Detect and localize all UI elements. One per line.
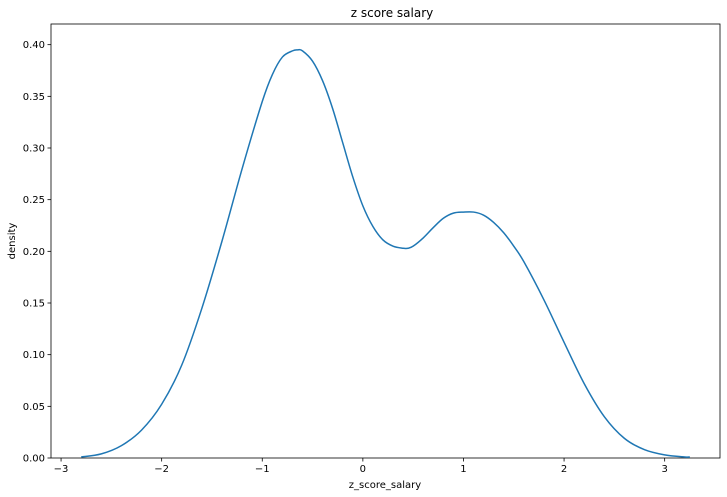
y-tick-label: 0.05 [23,402,45,413]
x-axis: −3 −2 −1 0 1 2 3 [54,458,668,475]
y-axis-label: density [7,223,18,260]
y-tick-label: 0.35 [23,92,45,103]
x-tick-label: 0 [360,464,366,475]
x-axis-label: z_score_salary [349,480,421,491]
chart-title: z score salary [351,6,434,20]
x-tick-label: −3 [54,464,69,475]
y-tick-label: 0.20 [23,247,45,258]
y-tick-label: 0.30 [23,144,45,155]
y-tick-label: 0.10 [23,350,45,361]
x-tick-label: 1 [460,464,466,475]
x-tick-label: −1 [255,464,270,475]
y-tick-label: 0.15 [23,299,45,310]
y-tick-label: 0.00 [23,454,45,465]
x-tick-label: 2 [561,464,567,475]
density-curve [81,48,690,458]
y-tick-label: 0.25 [23,195,45,206]
y-tick-label: 0.40 [23,40,45,51]
x-tick-label: 3 [661,464,667,475]
plot-frame [50,23,721,459]
plot-area: −3 −2 −1 0 1 2 3 0.000.050.100.150.200.250.300… [23,23,721,475]
y-axis: 0.00 0.05 0.10 0.15 0.20 0.25 0.30 0.35 0.40 [23,40,51,465]
x-tick-label: −2 [154,464,169,475]
